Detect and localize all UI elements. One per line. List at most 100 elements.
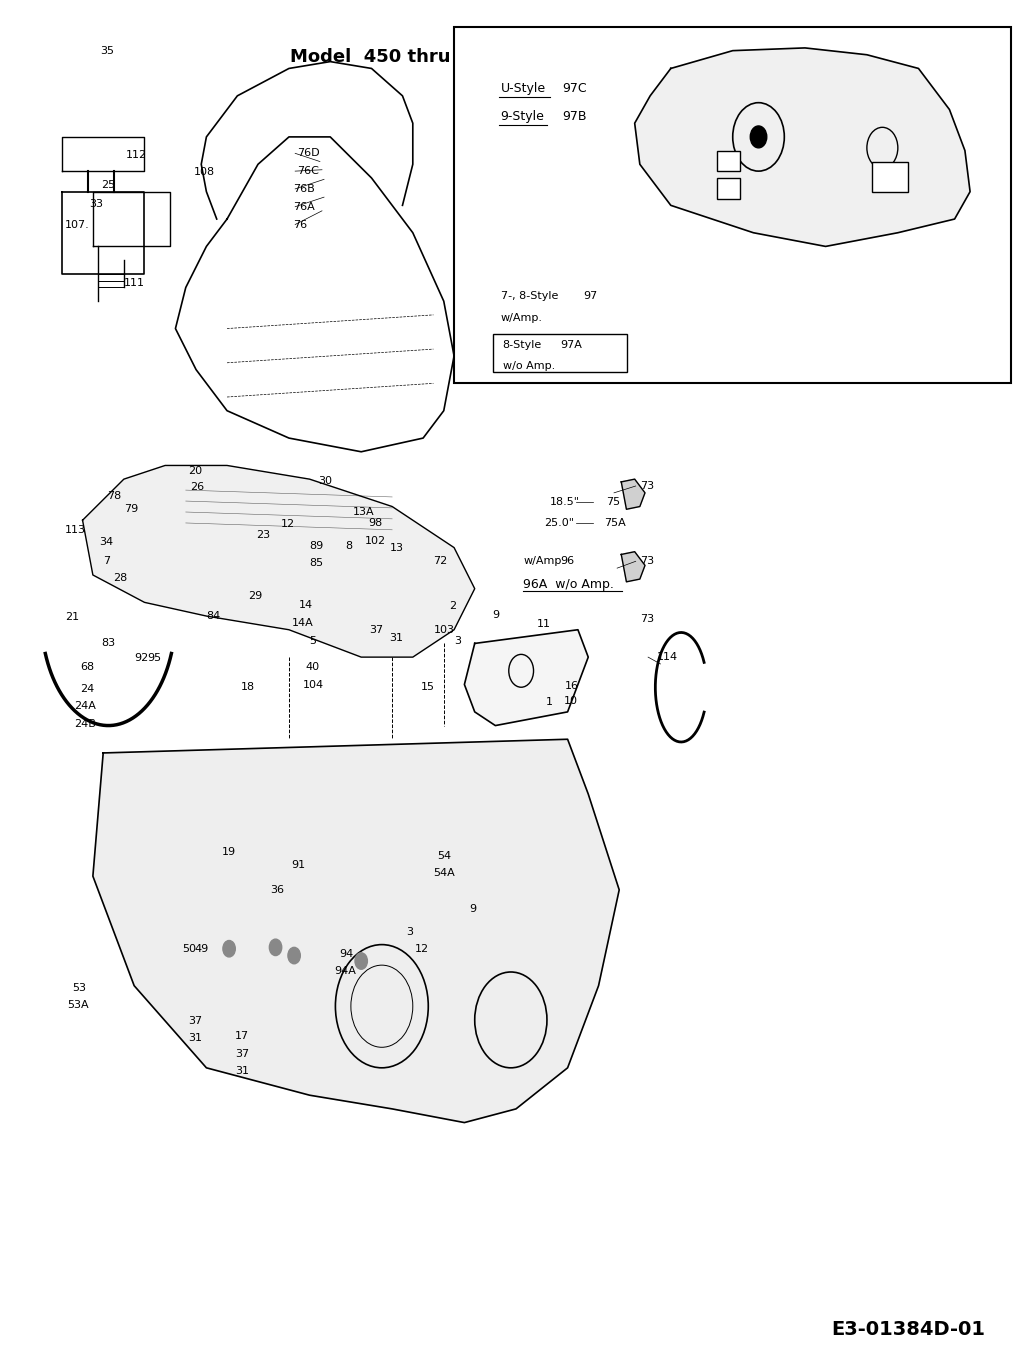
- Text: E3-01384D-01: E3-01384D-01: [831, 1320, 986, 1339]
- Text: 37: 37: [188, 1016, 202, 1027]
- Text: 13: 13: [390, 542, 405, 553]
- Text: 10: 10: [563, 695, 578, 706]
- Text: 40: 40: [305, 661, 320, 672]
- Text: 79: 79: [124, 504, 138, 515]
- Text: 73: 73: [640, 481, 654, 491]
- Text: 24: 24: [80, 683, 95, 694]
- Text: 3: 3: [407, 927, 414, 938]
- Text: 31: 31: [389, 632, 404, 643]
- Circle shape: [223, 941, 235, 957]
- Circle shape: [269, 939, 282, 956]
- Text: 54: 54: [438, 850, 452, 861]
- Text: 76D: 76D: [297, 148, 320, 159]
- Text: 76A: 76A: [293, 201, 315, 212]
- Text: 15: 15: [421, 682, 436, 693]
- Text: 28: 28: [114, 572, 128, 583]
- Text: 53A: 53A: [67, 999, 89, 1010]
- Text: 104: 104: [302, 679, 323, 690]
- Text: 91: 91: [291, 860, 305, 871]
- Text: 108: 108: [194, 167, 215, 178]
- Text: 31: 31: [188, 1032, 202, 1043]
- Text: 76B: 76B: [293, 183, 315, 194]
- Text: 113: 113: [65, 524, 86, 535]
- Text: 33: 33: [89, 199, 103, 209]
- Text: 83: 83: [101, 638, 116, 649]
- Text: 49: 49: [194, 943, 208, 954]
- Text: 37: 37: [235, 1049, 250, 1060]
- Text: 96: 96: [560, 556, 575, 567]
- Polygon shape: [83, 465, 475, 657]
- Text: 36: 36: [270, 884, 285, 895]
- Text: 9: 9: [492, 609, 499, 620]
- Text: 68: 68: [80, 661, 95, 672]
- Text: U-Style: U-Style: [501, 82, 546, 96]
- Circle shape: [355, 953, 367, 969]
- Text: 114: 114: [656, 652, 677, 663]
- Text: 94: 94: [340, 949, 354, 960]
- Text: w/Amp.: w/Amp.: [523, 556, 566, 567]
- Text: 17: 17: [235, 1031, 250, 1042]
- Text: 34: 34: [99, 537, 114, 548]
- Text: 19: 19: [222, 846, 236, 857]
- Text: 73: 73: [640, 556, 654, 567]
- Text: 112: 112: [126, 149, 147, 160]
- Text: 25: 25: [101, 179, 116, 190]
- Bar: [872, 162, 908, 192]
- Text: 35: 35: [100, 45, 115, 56]
- Text: 89: 89: [310, 541, 324, 552]
- Text: 76: 76: [293, 219, 308, 230]
- Text: 98: 98: [368, 517, 383, 528]
- Text: 73: 73: [640, 613, 654, 624]
- Text: 102: 102: [365, 535, 386, 546]
- Polygon shape: [621, 552, 645, 582]
- Text: 76C: 76C: [297, 166, 319, 177]
- Text: 24A: 24A: [74, 701, 96, 712]
- Text: Model  450 thru 479: Model 450 thru 479: [290, 48, 494, 66]
- Text: 2: 2: [449, 601, 456, 612]
- Text: 9: 9: [470, 904, 477, 914]
- Text: 29: 29: [248, 590, 262, 601]
- Text: 20: 20: [188, 465, 202, 476]
- Text: 23: 23: [256, 530, 270, 541]
- Circle shape: [288, 947, 300, 964]
- Text: 97B: 97B: [562, 110, 587, 123]
- Text: 37: 37: [369, 624, 384, 635]
- Text: 50: 50: [183, 943, 197, 954]
- Text: 94A: 94A: [334, 965, 356, 976]
- Text: 13A: 13A: [353, 507, 375, 517]
- Text: 12: 12: [415, 943, 429, 954]
- Text: 84: 84: [206, 611, 221, 622]
- Text: 53: 53: [72, 983, 87, 994]
- Text: 31: 31: [235, 1065, 250, 1076]
- Text: 111: 111: [124, 278, 144, 289]
- Text: 75: 75: [606, 497, 620, 508]
- Text: 72: 72: [433, 556, 448, 567]
- Text: 95: 95: [148, 653, 162, 664]
- Text: 85: 85: [310, 557, 324, 568]
- Text: 25.0": 25.0": [544, 517, 574, 528]
- Bar: [717, 151, 740, 171]
- Bar: [717, 178, 740, 199]
- Text: 16: 16: [565, 680, 579, 691]
- Text: w/o Amp.: w/o Amp.: [503, 360, 555, 371]
- Text: 97: 97: [583, 290, 598, 301]
- Text: 30: 30: [318, 475, 332, 486]
- Text: 18: 18: [240, 682, 255, 693]
- Text: 92: 92: [134, 653, 149, 664]
- Text: 54A: 54A: [433, 868, 455, 879]
- Text: 12: 12: [281, 519, 295, 530]
- Text: 14: 14: [299, 600, 314, 611]
- Polygon shape: [635, 48, 970, 246]
- Text: w/Amp.: w/Amp.: [501, 312, 543, 323]
- Text: 11: 11: [537, 619, 551, 630]
- Bar: [454, 27, 1011, 383]
- Text: 107.: 107.: [65, 219, 90, 230]
- Text: 26: 26: [190, 482, 204, 493]
- Text: 8-Style: 8-Style: [503, 340, 542, 350]
- Text: 24B: 24B: [74, 719, 96, 730]
- Polygon shape: [93, 739, 619, 1123]
- Text: 97A: 97A: [560, 340, 582, 350]
- Text: 1: 1: [546, 697, 553, 708]
- Text: 97C: 97C: [562, 82, 587, 96]
- Text: 9-Style: 9-Style: [501, 110, 545, 123]
